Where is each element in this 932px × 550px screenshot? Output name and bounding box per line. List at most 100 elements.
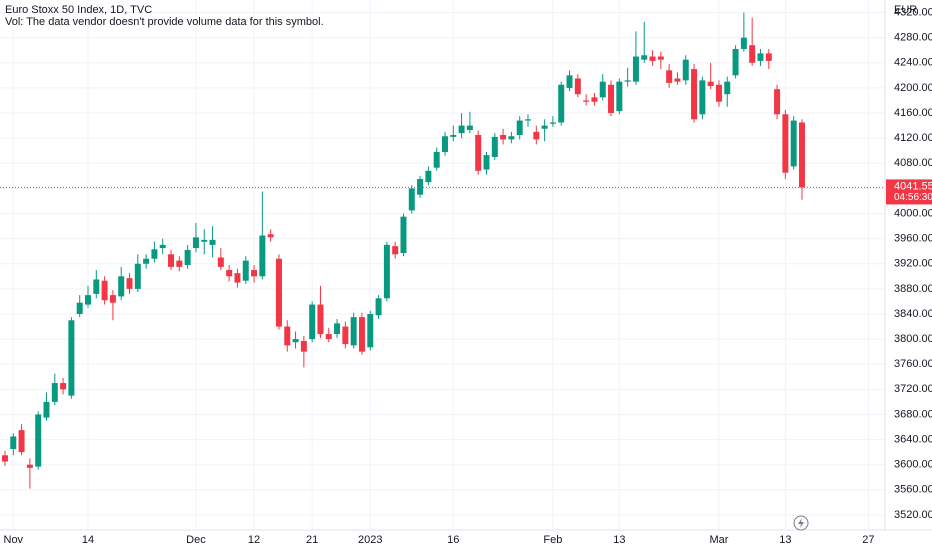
- candle-body: [483, 155, 490, 170]
- candle-body: [126, 278, 133, 289]
- y-tick-label: 3720.00: [894, 383, 932, 395]
- candle-body: [358, 317, 365, 352]
- y-tick-label: 3840.00: [894, 308, 932, 320]
- last-price-label: 4041.55: [894, 180, 932, 192]
- candle-body: [259, 235, 266, 277]
- x-tick-label: Dec: [186, 534, 206, 546]
- candle-body: [35, 414, 42, 467]
- candle-body: [574, 78, 581, 95]
- candle-body: [275, 258, 282, 327]
- candle-body: [168, 254, 175, 267]
- candle-body: [292, 339, 299, 343]
- candle-body: [500, 135, 507, 140]
- candle-body: [632, 56, 639, 82]
- y-tick-label: 4000.00: [894, 207, 932, 219]
- candle-body: [458, 125, 465, 134]
- candle-body: [342, 326, 349, 345]
- candle-body: [699, 80, 706, 115]
- candle-body: [533, 131, 540, 140]
- candle-body: [192, 237, 199, 249]
- candle-body: [234, 273, 241, 283]
- candle-body: [616, 81, 623, 112]
- volume-note: Vol: The data vendor doesn't provide vol…: [5, 16, 324, 28]
- y-tick-label: 4240.00: [894, 57, 932, 69]
- y-tick-label: 3960.00: [894, 233, 932, 245]
- candle-body: [566, 75, 573, 88]
- candle-body: [541, 125, 548, 129]
- last-price-tag: [886, 179, 932, 205]
- candle-body: [749, 45, 756, 63]
- candle-body: [691, 69, 698, 120]
- y-tick-label: 3560.00: [894, 484, 932, 496]
- candle-body: [433, 151, 440, 168]
- candle-body: [176, 260, 183, 267]
- candle-body: [641, 55, 648, 60]
- candle-body: [226, 270, 233, 277]
- candle-body: [400, 216, 407, 254]
- candle-body: [408, 188, 415, 211]
- y-tick-label: 3920.00: [894, 258, 932, 270]
- candle-body: [674, 78, 681, 82]
- y-tick-label: 3760.00: [894, 358, 932, 370]
- candle-body: [682, 59, 689, 81]
- y-tick-label: 3800.00: [894, 333, 932, 345]
- candle-body: [624, 80, 631, 82]
- candle-body: [251, 270, 258, 277]
- candle-body: [442, 136, 448, 152]
- chart-title: Euro Stoxx 50 Index, 1D, TVC: [5, 4, 152, 16]
- candle-body: [51, 383, 58, 402]
- candle-body: [757, 53, 764, 61]
- x-tick-label: Nov: [4, 534, 24, 546]
- candle-body: [325, 334, 332, 340]
- candle-body: [508, 136, 515, 140]
- candle-body: [417, 178, 424, 195]
- candle-body: [591, 97, 598, 102]
- candle-body: [450, 135, 457, 137]
- x-tick-label: Mar: [709, 534, 728, 546]
- candle-body: [109, 295, 116, 303]
- x-tick-label: 2023: [358, 534, 382, 546]
- x-tick-label: 12: [248, 534, 260, 546]
- candle-body: [798, 122, 805, 188]
- axes: 3520.00 3560.00 3600.00 3640.00 3680.00 3720.…: [4, 6, 932, 546]
- candle-body: [18, 430, 25, 453]
- candle-body: [209, 239, 216, 245]
- y-tick-label: 3600.00: [894, 459, 932, 471]
- candle-body: [790, 120, 797, 167]
- candle-body: [217, 257, 224, 267]
- y-tick-label: 3640.00: [894, 433, 932, 445]
- candle-body: [549, 122, 556, 124]
- lightning-icon: [793, 515, 809, 531]
- candle-body: [707, 81, 714, 87]
- candle-body: [76, 302, 83, 314]
- candle-body: [558, 84, 565, 123]
- candle-body: [184, 249, 191, 265]
- candle-body: [475, 135, 482, 171]
- currency: EUR: [894, 4, 917, 16]
- candle-body: [85, 295, 91, 305]
- x-tick-label: 27: [862, 534, 874, 546]
- candle-body: [93, 279, 100, 294]
- candle-body: [649, 56, 656, 61]
- candle-body: [740, 37, 747, 49]
- candles: [0, 12, 885, 489]
- candle-body: [143, 258, 150, 264]
- y-tick-label: 4280.00: [894, 32, 932, 44]
- candle-body: [466, 125, 473, 130]
- candle-body: [101, 280, 108, 301]
- candle-body: [350, 317, 357, 346]
- y-tick-label: 4320.00: [894, 6, 932, 18]
- candle-body: [392, 246, 399, 255]
- candle-body: [242, 260, 249, 281]
- candle-body: [375, 298, 382, 316]
- y-tick-label: 3680.00: [894, 408, 932, 420]
- y-tick-label: 4080.00: [894, 157, 932, 169]
- y-tick-label: 3880.00: [894, 283, 932, 295]
- candle-body: [724, 81, 731, 95]
- x-tick-label: 16: [447, 534, 459, 546]
- candle-body: [159, 244, 166, 249]
- candle-body: [782, 114, 789, 173]
- candle-body: [201, 239, 208, 242]
- candle-body: [383, 244, 390, 299]
- y-tick-label: 3520.00: [894, 509, 932, 521]
